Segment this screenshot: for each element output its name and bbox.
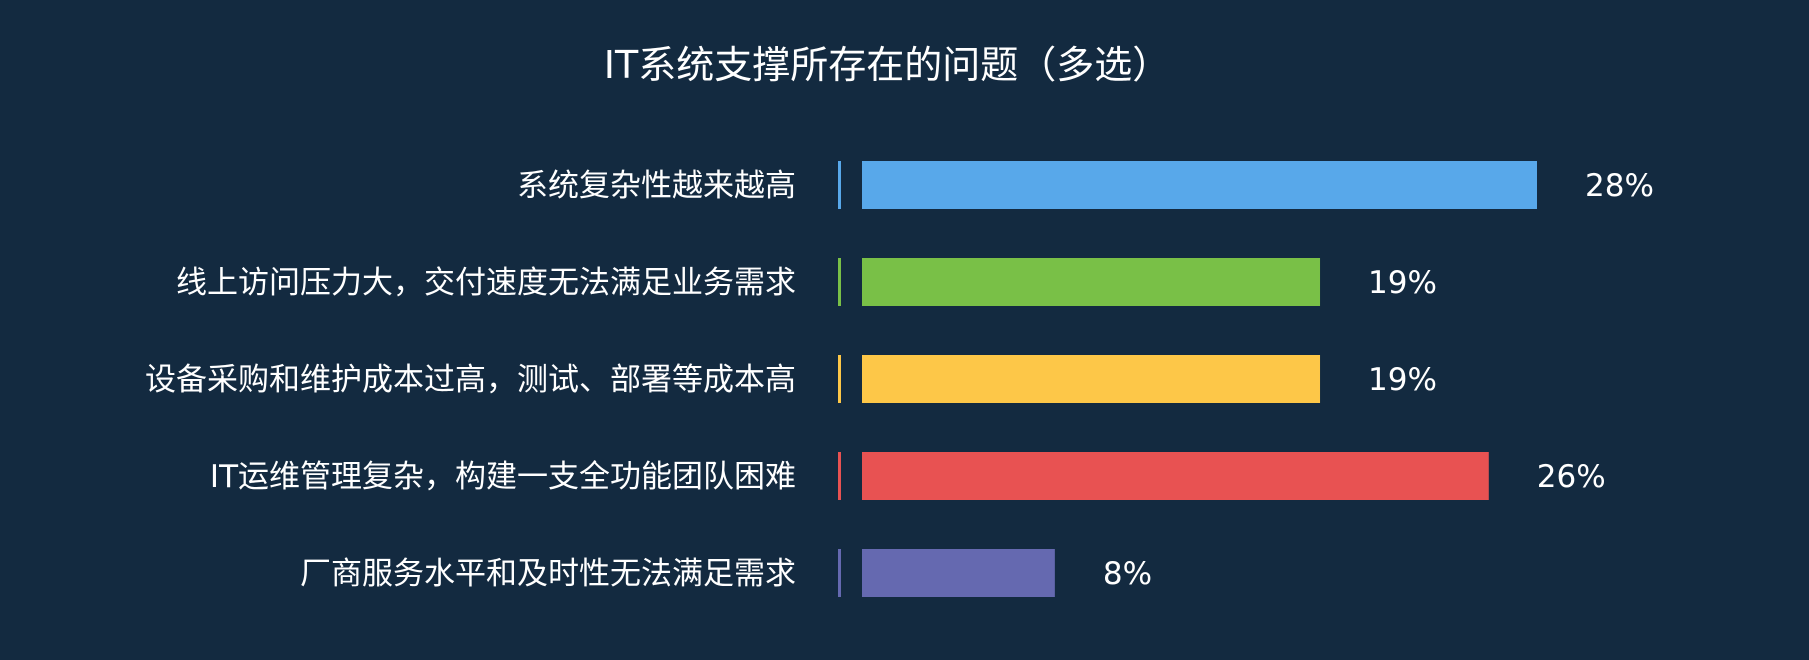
category-label: 线上访问压力大，交付速度无法满足业务需求 (176, 265, 796, 301)
value-label: 26% (1537, 459, 1606, 495)
bar-tick (838, 161, 841, 209)
chart-title: IT系统支撑所存在的问题（多选） (604, 43, 1170, 87)
bar-tick (838, 549, 841, 597)
bar (862, 549, 1055, 597)
bar (862, 258, 1321, 306)
category-label: 设备采购和维护成本过高，测试、部署等成本高 (145, 362, 796, 398)
category-label: IT运维管理复杂，构建一支全功能团队困难 (210, 459, 796, 495)
bar (862, 452, 1489, 500)
bar-tick (838, 258, 841, 306)
value-label: 19% (1368, 265, 1437, 301)
bars-layer: 系统复杂性越来越高 28% 线上访问压力大，交付速度无法满足业务需求 19% 设备采购和… (145, 161, 1654, 597)
value-label: 8% (1103, 556, 1152, 592)
value-label: 19% (1368, 362, 1437, 398)
category-label: 厂商服务水平和及时性无法满足需求 (300, 556, 796, 592)
bar-tick (838, 452, 841, 500)
category-label: 系统复杂性越来越高 (517, 168, 796, 204)
bar-tick (838, 355, 841, 403)
value-label: 28% (1585, 168, 1654, 204)
bar (862, 161, 1537, 209)
bar (862, 355, 1321, 403)
